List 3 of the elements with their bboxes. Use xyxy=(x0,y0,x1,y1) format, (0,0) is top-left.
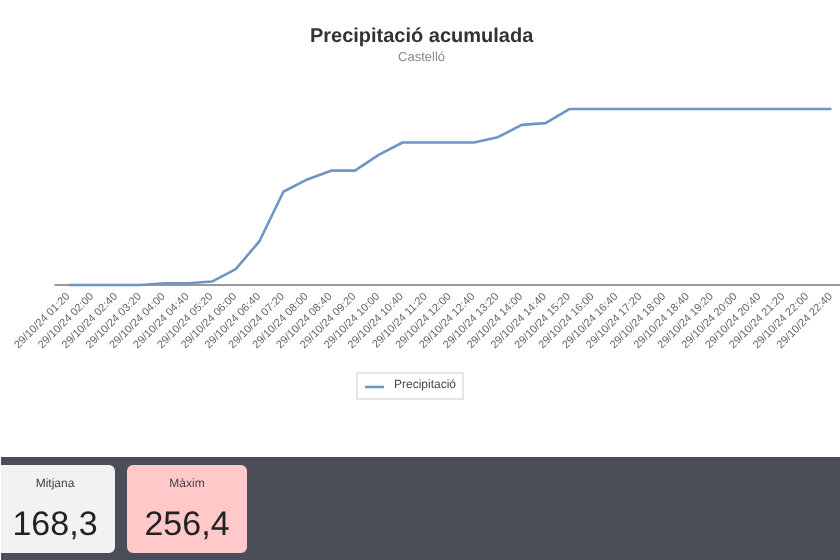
text: 168,3 xyxy=(12,505,98,543)
chart-title: Precipitació acumulada xyxy=(309,25,535,48)
text: 256,4 xyxy=(144,505,230,543)
